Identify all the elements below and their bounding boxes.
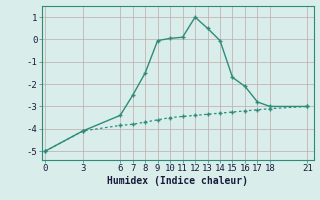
X-axis label: Humidex (Indice chaleur): Humidex (Indice chaleur) [107, 176, 248, 186]
